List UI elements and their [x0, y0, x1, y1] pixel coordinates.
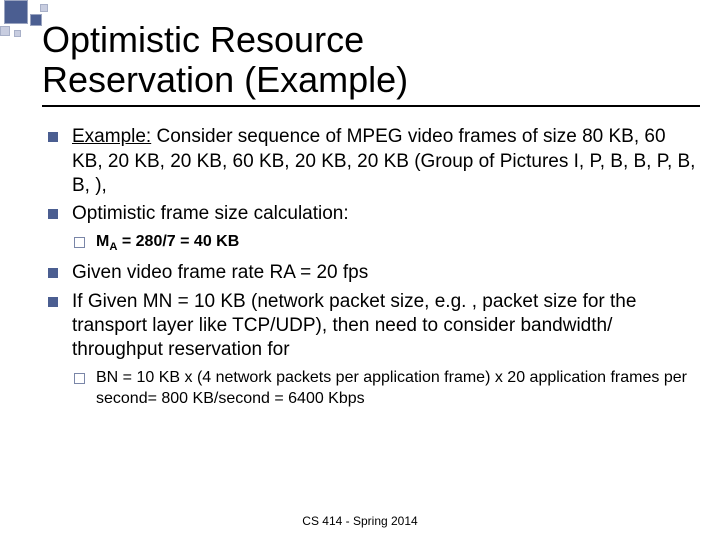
- bullet-1-rest: Consider sequence of MPEG video frames o…: [72, 126, 695, 196]
- sub-bullet-list-2: BN = 10 KB x (4 network packets per appl…: [72, 368, 700, 410]
- bullet-4: If Given MN = 10 KB (network packet size…: [46, 290, 700, 411]
- bullet-2-text: Optimistic frame size calculation:: [72, 203, 349, 224]
- sub-bullet-list-1: MA = 280/7 = 40 KB: [72, 232, 700, 255]
- title-line-2: Reservation (Example): [42, 59, 408, 100]
- bullet-1-prefix: Example:: [72, 126, 151, 147]
- title-line-1: Optimistic Resource: [42, 19, 364, 60]
- bullet-3: Given video frame rate RA = 20 fps: [46, 261, 700, 285]
- bullet-1: Example: Consider sequence of MPEG video…: [46, 125, 700, 198]
- slide-content: Optimistic Resource Reservation (Example…: [42, 20, 700, 520]
- title-rule: [42, 105, 700, 107]
- bullet-list: Example: Consider sequence of MPEG video…: [42, 125, 700, 410]
- bullet-3-text: Given video frame rate RA = 20 fps: [72, 262, 368, 283]
- slide-footer: CS 414 - Spring 2014: [0, 514, 720, 528]
- bullet-4-text: If Given MN = 10 KB (network packet size…: [72, 291, 636, 361]
- sub-bullet-4-1: BN = 10 KB x (4 network packets per appl…: [72, 368, 700, 410]
- bullet-2: Optimistic frame size calculation: MA = …: [46, 202, 700, 255]
- sub-bullet-2-1: MA = 280/7 = 40 KB: [72, 232, 700, 255]
- sub-bullet-2-1-text: MA = 280/7 = 40 KB: [96, 233, 239, 250]
- slide-title: Optimistic Resource Reservation (Example…: [42, 20, 700, 99]
- footer-text: CS 414 - Spring 2014: [302, 514, 417, 528]
- sub-bullet-4-1-text: BN = 10 KB x (4 network packets per appl…: [96, 369, 687, 407]
